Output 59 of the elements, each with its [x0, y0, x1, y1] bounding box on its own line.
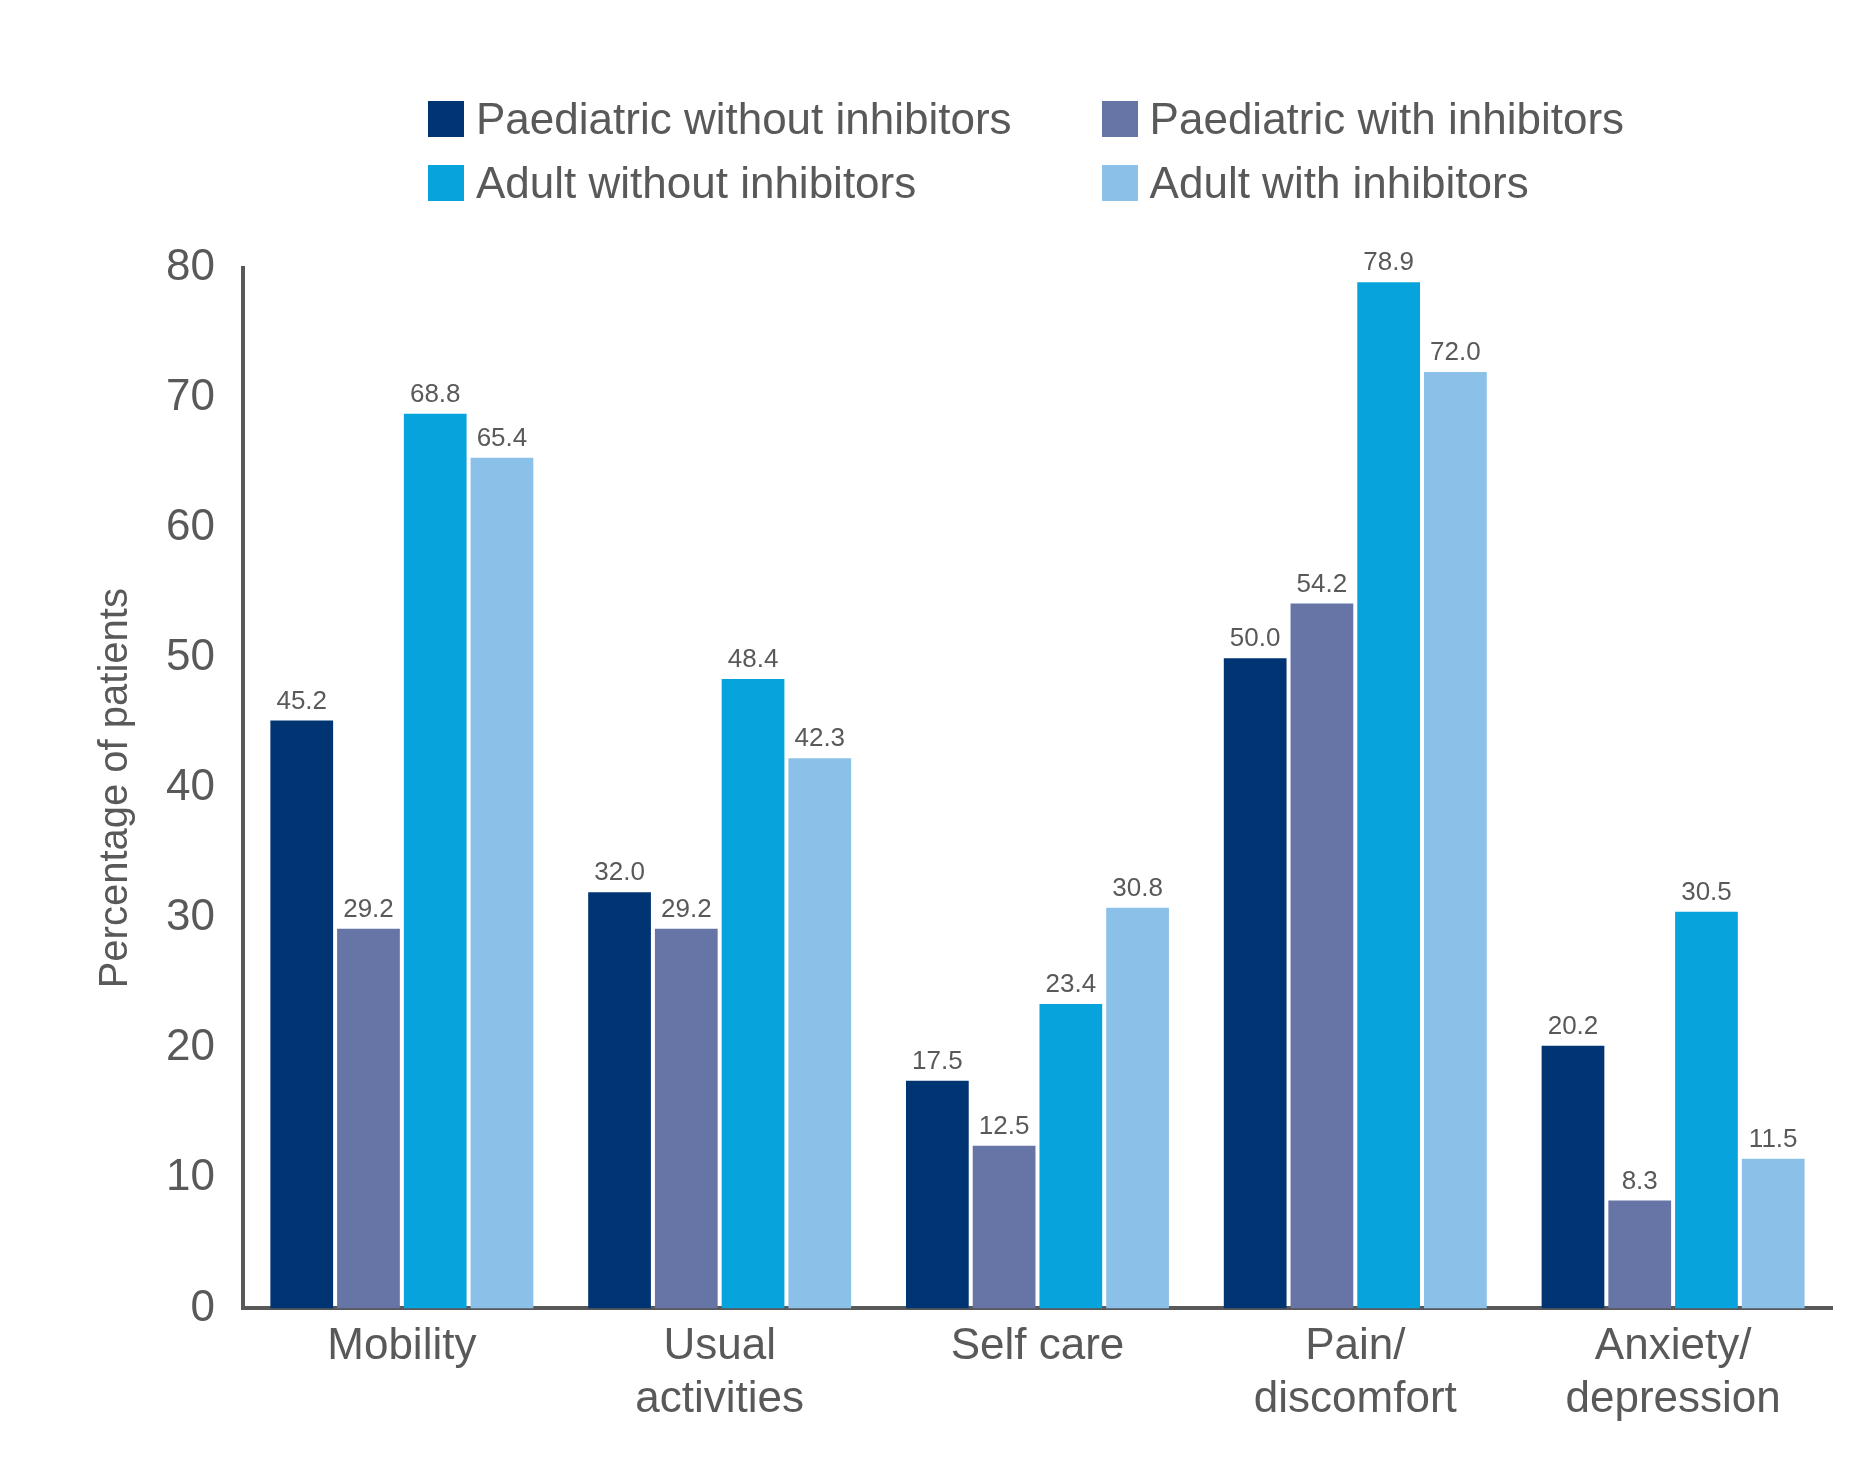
data-label: 42.3 — [794, 722, 846, 753]
bar — [1608, 1200, 1672, 1309]
data-label: 17.5 — [912, 1044, 963, 1075]
data-label: 65.4 — [476, 422, 528, 453]
bar — [972, 1145, 1036, 1309]
x-tick-label: Usual activities — [635, 1318, 805, 1421]
x-tick-label: Mobility — [327, 1318, 477, 1368]
data-label: 29.2 — [660, 892, 712, 923]
y-tick-label: 30 — [165, 890, 215, 940]
data-label: 11.5 — [1748, 1123, 1798, 1154]
bar — [1357, 282, 1421, 1309]
data-label: 72.0 — [1430, 336, 1481, 367]
bar — [403, 413, 467, 1309]
x-tick-label: Pain/ discomfort — [1253, 1318, 1457, 1421]
bar — [1741, 1158, 1805, 1309]
y-tick-label: 10 — [165, 1150, 215, 1200]
y-tick-label: 80 — [165, 240, 215, 290]
bar — [588, 892, 651, 1309]
data-label: 30.8 — [1112, 872, 1163, 903]
data-label: 12.5 — [978, 1110, 1030, 1141]
data-label: 68.8 — [409, 377, 461, 408]
bar — [905, 1080, 969, 1309]
bar — [1675, 911, 1738, 1309]
legend-label: Paediatric with inhibitors — [1149, 94, 1625, 144]
bar — [1290, 603, 1354, 1309]
y-tick-label: 40 — [165, 760, 215, 810]
data-label: 54.2 — [1296, 567, 1348, 598]
bar — [788, 758, 852, 1309]
bar — [654, 928, 718, 1309]
bar — [337, 928, 400, 1309]
y-tick-label: 20 — [165, 1020, 215, 1070]
x-tick-label: Anxiety/ depression — [1565, 1318, 1781, 1421]
bar — [1039, 1004, 1103, 1309]
bar — [470, 457, 534, 1309]
data-label: 8.3 — [1621, 1164, 1658, 1195]
data-label: 45.2 — [276, 684, 328, 715]
bar — [1223, 658, 1287, 1309]
data-label: 20.2 — [1547, 1009, 1599, 1040]
data-label: 32.0 — [594, 856, 645, 887]
y-axis-title: Percentage of patients — [91, 588, 136, 989]
data-label: 30.5 — [1681, 875, 1732, 906]
legend-label: Adult without inhibitors — [476, 158, 917, 208]
data-label: 29.2 — [343, 892, 394, 923]
legend-label: Adult with inhibitors — [1149, 158, 1529, 208]
data-label: 48.4 — [727, 643, 779, 674]
data-label: 23.4 — [1045, 968, 1097, 999]
bar — [270, 720, 334, 1309]
y-tick-label: 0 — [190, 1280, 215, 1330]
data-label: 50.0 — [1229, 622, 1281, 653]
y-tick-label: 60 — [165, 500, 215, 550]
bar — [1424, 372, 1487, 1309]
x-tick-label: Self care — [950, 1318, 1125, 1368]
y-tick-label: 70 — [165, 370, 215, 420]
bar — [721, 678, 785, 1309]
bar — [1106, 907, 1169, 1309]
data-label: 78.9 — [1363, 246, 1414, 277]
y-tick-label: 50 — [165, 630, 215, 680]
bar — [1541, 1045, 1605, 1309]
legend-label: Paediatric without inhibitors — [476, 94, 1012, 144]
